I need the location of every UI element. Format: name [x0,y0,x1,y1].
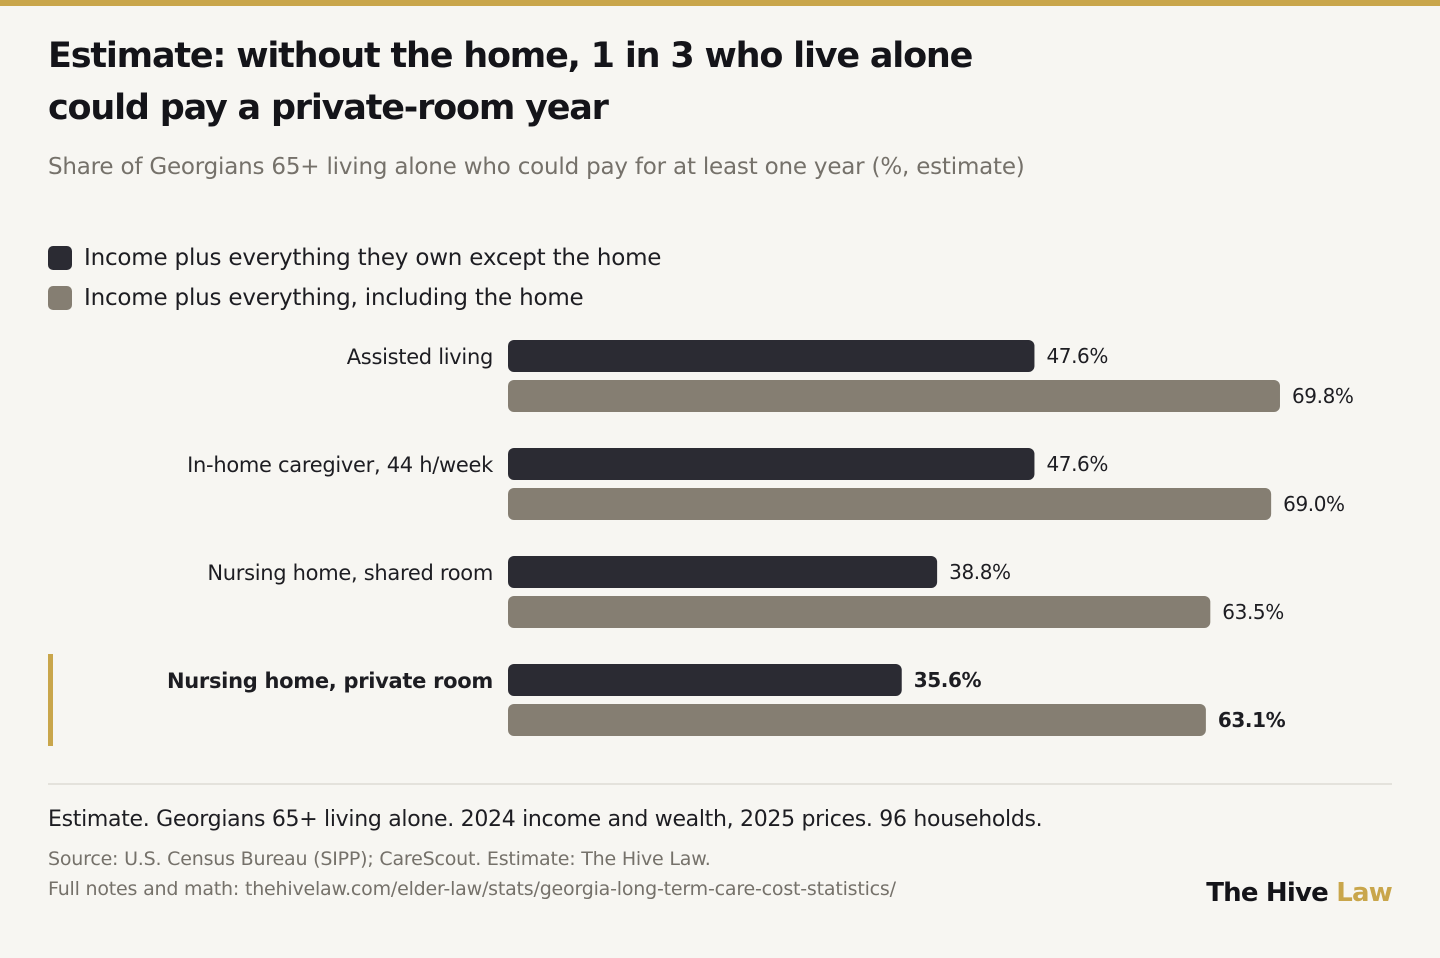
value-label-assisted-living-with-home: 69.8% [1292,384,1354,408]
category-label-assisted-living: Assisted living [347,345,493,369]
legend-label-without-home: Income plus everything they own except t… [84,245,662,271]
bar-assisted-living-without-home [508,340,1035,372]
category-label-in-home-caregiver-44-h-week: In-home caregiver, 44 h/week [187,453,494,477]
brand-name: The Hive [1206,878,1329,908]
chart-title: Estimate: without the home, 1 in 3 who l… [48,36,973,128]
bar-assisted-living-with-home [508,380,1280,412]
legend-item-with-home: Income plus everything, including the ho… [48,278,661,318]
legend-item-without-home: Income plus everything they own except t… [48,238,661,278]
source-credit: Source: U.S. Census Bureau (SIPP); CareS… [48,848,711,870]
value-label-nursing-home-shared-room-with-home: 63.5% [1222,600,1284,624]
category-label-nursing-home-private-room: Nursing home, private room [167,669,493,693]
footer-note: Estimate. Georgians 65+ living alone. 20… [48,807,1043,832]
bar-in-home-caregiver-44-h-week-with-home [508,488,1272,520]
value-label-nursing-home-private-room-with-home: 63.1% [1218,708,1286,732]
notes-link: Full notes and math: thehivelaw.com/elde… [48,878,896,900]
category-label-nursing-home-shared-room: Nursing home, shared room [207,561,493,585]
bar-nursing-home-shared-room-without-home [508,556,938,588]
value-label-nursing-home-shared-room-without-home: 38.8% [949,560,1011,584]
footer-source: Source: U.S. Census Bureau (SIPP); CareS… [48,844,896,904]
footer-divider [48,783,1392,785]
highlight-marker-nursing-home-private-room [48,654,53,746]
legend-swatch-without-home [48,246,72,270]
top-accent-bar [0,0,1440,6]
legend-swatch-with-home [48,286,72,310]
value-label-nursing-home-private-room-without-home: 35.6% [914,668,982,692]
value-label-in-home-caregiver-44-h-week-with-home: 69.0% [1283,492,1345,516]
value-label-in-home-caregiver-44-h-week-without-home: 47.6% [1046,452,1108,476]
chart-legend: Income plus everything they own except t… [48,238,661,318]
bar-in-home-caregiver-44-h-week-without-home [508,448,1035,480]
bar-nursing-home-shared-room-with-home [508,596,1211,628]
bar-chart: Assisted living 47.6% 69.8% In-home caregiv… [48,340,1354,746]
brand-logo: The Hive Law [1206,878,1393,908]
legend-label-with-home: Income plus everything, including the ho… [84,285,584,311]
brand-accent: Law [1336,878,1393,908]
bar-nursing-home-private-room-with-home [508,704,1206,736]
value-label-assisted-living-without-home: 47.6% [1046,344,1108,368]
chart-subtitle: Share of Georgians 65+ living alone who … [48,154,1025,180]
bar-nursing-home-private-room-without-home [508,664,902,696]
